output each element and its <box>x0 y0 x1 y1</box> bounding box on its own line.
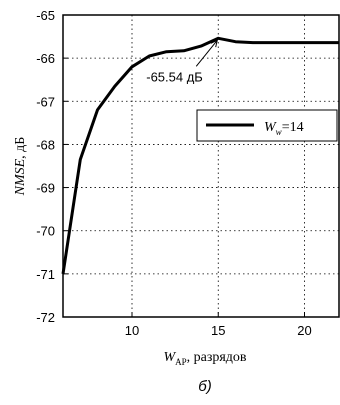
x-axis-title: WAP, разрядов <box>163 350 246 367</box>
plot-frame <box>62 14 340 318</box>
x-tick-label: 20 <box>297 323 311 338</box>
series-line <box>61 36 339 275</box>
annotation-arrow <box>195 39 218 67</box>
legend: Ww=14 <box>196 109 338 142</box>
y-tick-label: -69 <box>36 181 55 196</box>
y-tick-label: -71 <box>36 267 55 282</box>
annotation-arrowhead <box>210 39 218 48</box>
y-tick-label: -67 <box>36 94 55 109</box>
y-tick-label: -68 <box>36 137 55 152</box>
y-tick-label: -70 <box>36 224 55 239</box>
figure-caption: б) <box>198 378 211 395</box>
x-tick-label: 15 <box>211 323 225 338</box>
annotation-label: -65.54 дБ <box>146 69 203 84</box>
y-tick-label: -72 <box>36 310 55 325</box>
axis-ticks: 10 15 20 -65 -66 -67 -68 -69 -70 -71 -72 <box>36 8 312 338</box>
x-tick-label: 10 <box>125 323 139 338</box>
y-tick-label: -66 <box>36 51 55 66</box>
y-tick-label: -65 <box>36 8 55 23</box>
y-axis-title: NMSE, дБ <box>13 137 28 197</box>
legend-label: Ww=14 <box>264 120 304 137</box>
